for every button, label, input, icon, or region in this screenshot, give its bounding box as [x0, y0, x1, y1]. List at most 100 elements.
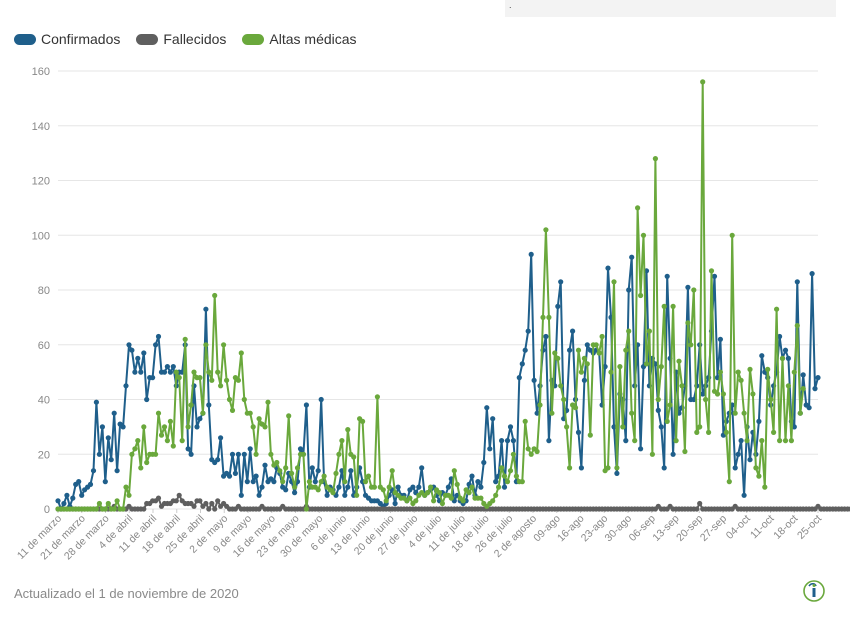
data-point[interactable] [638, 292, 644, 299]
data-point[interactable] [274, 459, 280, 466]
data-point[interactable] [333, 470, 339, 476]
data-point[interactable] [425, 490, 431, 496]
data-point[interactable] [321, 473, 327, 479]
data-point[interactable] [262, 424, 268, 430]
data-point[interactable] [371, 484, 377, 490]
data-point[interactable] [161, 424, 168, 430]
legend-item-altas[interactable]: Altas médicas [242, 31, 357, 47]
data-point[interactable] [153, 451, 159, 457]
data-point[interactable] [250, 479, 256, 485]
data-point[interactable] [788, 438, 795, 444]
data-point[interactable] [617, 364, 623, 370]
data-point[interactable] [445, 484, 451, 490]
data-point[interactable] [525, 446, 531, 452]
data-point[interactable] [247, 446, 253, 452]
data-point[interactable] [135, 438, 141, 444]
data-point[interactable] [155, 495, 162, 501]
data-point[interactable] [605, 265, 611, 271]
data-point[interactable] [493, 492, 499, 498]
data-point[interactable] [218, 435, 224, 441]
data-point[interactable] [581, 377, 588, 383]
data-point[interactable] [567, 465, 573, 471]
data-point[interactable] [717, 369, 724, 375]
data-point[interactable] [759, 438, 765, 444]
data-point[interactable] [197, 416, 203, 422]
data-point[interactable] [785, 355, 792, 361]
data-point[interactable] [105, 435, 111, 441]
data-point[interactable] [253, 473, 259, 479]
data-point[interactable] [584, 361, 590, 367]
data-point[interactable] [643, 361, 650, 367]
data-point[interactable] [703, 396, 709, 403]
data-point[interactable] [318, 479, 324, 485]
data-point[interactable] [771, 429, 777, 435]
data-point[interactable] [729, 232, 735, 238]
data-point[interactable] [797, 410, 803, 416]
data-point[interactable] [581, 355, 588, 361]
data-point[interactable] [800, 386, 806, 392]
data-point[interactable] [661, 465, 667, 471]
data-point[interactable] [587, 432, 593, 438]
data-point[interactable] [315, 487, 321, 493]
data-point[interactable] [354, 492, 360, 498]
data-point[interactable] [777, 438, 783, 444]
data-point[interactable] [188, 451, 194, 457]
data-point[interactable] [87, 481, 94, 487]
data-point[interactable] [99, 424, 105, 430]
data-point[interactable] [303, 402, 309, 408]
data-point[interactable] [108, 457, 114, 463]
data-point[interactable] [765, 366, 771, 372]
data-point[interactable] [262, 462, 268, 468]
data-point[interactable] [431, 498, 437, 504]
data-point[interactable] [235, 377, 241, 383]
data-point[interactable] [750, 391, 756, 397]
data-point[interactable] [126, 492, 132, 498]
data-point[interactable] [785, 383, 792, 389]
data-point[interactable] [292, 490, 298, 496]
data-point[interactable] [711, 273, 718, 279]
data-point[interactable] [732, 410, 738, 416]
data-point[interactable] [105, 500, 111, 507]
data-point[interactable] [469, 484, 475, 490]
data-point[interactable] [646, 328, 653, 334]
data-point[interactable] [519, 361, 525, 367]
data-point[interactable] [206, 506, 212, 512]
data-point[interactable] [732, 465, 738, 471]
data-point[interactable] [738, 438, 744, 444]
data-point[interactable] [102, 506, 108, 512]
data-point[interactable] [292, 484, 298, 490]
data-point[interactable] [717, 336, 724, 342]
data-point[interactable] [283, 465, 289, 471]
data-point[interactable] [206, 402, 212, 408]
data-point[interactable] [324, 492, 330, 498]
data-point[interactable] [158, 432, 165, 438]
data-point[interactable] [55, 498, 61, 504]
data-point[interactable] [528, 251, 534, 257]
data-point[interactable] [188, 402, 194, 408]
data-point[interactable] [540, 314, 546, 320]
data-point[interactable] [191, 369, 197, 375]
data-point[interactable] [649, 451, 656, 457]
data-point[interactable] [386, 484, 392, 490]
data-point[interactable] [504, 438, 511, 444]
data-point[interactable] [312, 479, 318, 485]
data-point[interactable] [395, 484, 401, 490]
data-point[interactable] [694, 429, 700, 435]
data-point[interactable] [144, 459, 150, 466]
data-point[interactable] [700, 391, 706, 397]
data-point[interactable] [676, 358, 682, 364]
data-point[interactable] [779, 355, 786, 361]
data-point[interactable] [96, 500, 102, 507]
data-point[interactable] [691, 287, 697, 293]
data-point[interactable] [392, 500, 398, 507]
data-point[interactable] [309, 465, 315, 471]
data-point[interactable] [138, 465, 144, 471]
data-point[interactable] [815, 375, 821, 381]
data-point[interactable] [575, 347, 582, 353]
data-point[interactable] [670, 451, 676, 457]
data-point[interactable] [759, 353, 765, 359]
data-point[interactable] [144, 396, 150, 403]
data-point[interactable] [383, 498, 389, 504]
data-point[interactable] [362, 479, 369, 485]
data-point[interactable] [735, 369, 741, 375]
